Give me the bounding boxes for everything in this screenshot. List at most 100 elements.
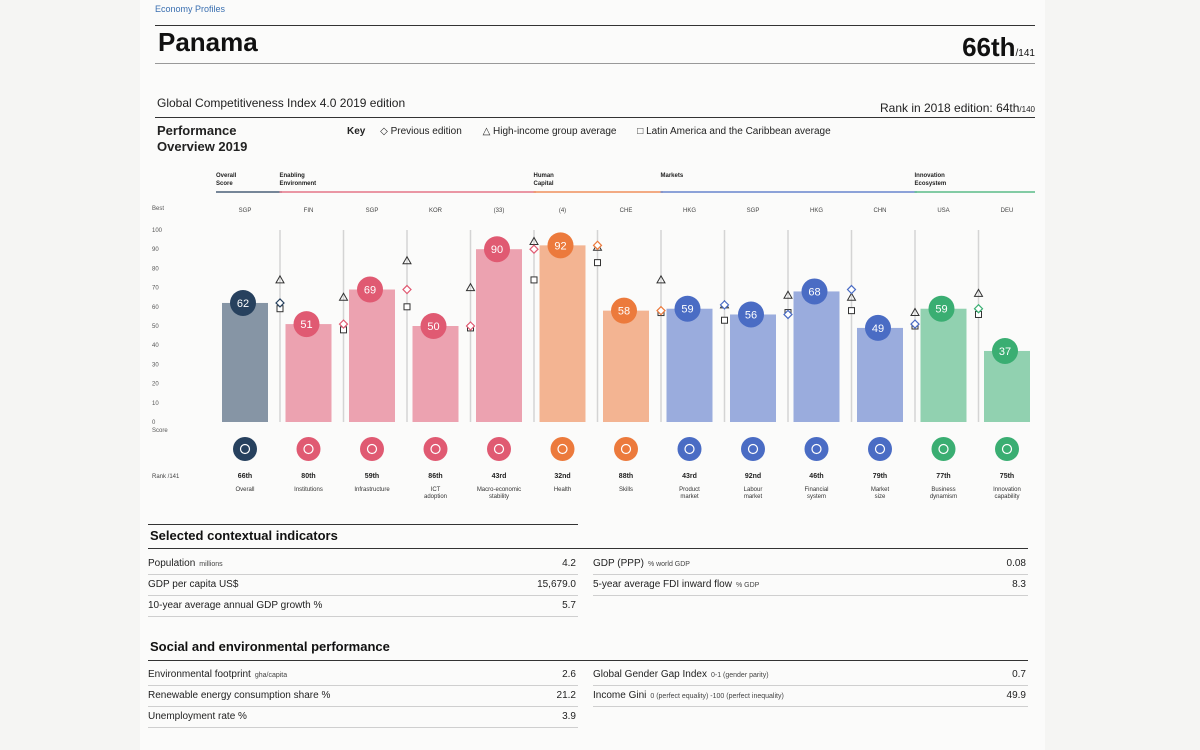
breadcrumb[interactable]: Economy Profiles <box>155 4 226 14</box>
contextual-row: GDP (PPP)% world GDP 0.08 <box>593 554 1028 575</box>
pillar-icon-glyph <box>938 443 949 455</box>
y-axis-bottom-label: Score <box>152 428 168 434</box>
contextual-row: 5-year average FDI inward flow% GDP 8.3 <box>593 575 1028 596</box>
best-economy-label: USA <box>937 208 949 214</box>
y-tick-label: 90 <box>152 247 159 253</box>
triangle-icon: △ <box>482 126 491 137</box>
pillar-rank: 59th <box>365 473 379 480</box>
pillar-rank: 46th <box>809 473 823 480</box>
high-income-marker <box>910 307 920 317</box>
divider <box>155 25 1035 26</box>
pillar-rank: 86th <box>428 473 442 480</box>
group-label: Markets <box>661 173 684 179</box>
score-bubble <box>484 236 510 263</box>
score-bubble <box>293 311 320 338</box>
pillar-icon <box>233 437 257 461</box>
score-value: 37 <box>999 346 1011 358</box>
y-tick-label: 40 <box>152 343 159 349</box>
score-bar <box>666 308 713 422</box>
latam-marker <box>530 276 538 284</box>
key-label: Key <box>347 126 366 137</box>
score-value: 58 <box>618 306 630 318</box>
pillar-rank: 92nd <box>745 473 761 480</box>
score-bar <box>222 302 268 422</box>
group-label: Environment <box>280 181 317 187</box>
best-economy-label: KOR <box>429 208 443 214</box>
pillar-name: market <box>744 494 763 500</box>
divider <box>148 524 578 525</box>
score-value: 69 <box>364 285 376 297</box>
social-value: 21.2 <box>556 690 576 701</box>
score-bar <box>285 324 332 422</box>
contextual-label-text: 5-year average FDI inward flow <box>593 579 732 590</box>
divider <box>155 63 1035 64</box>
rank-label: Rank /141 <box>152 474 180 480</box>
pillar-icon <box>614 437 638 461</box>
group-label: Human <box>534 173 555 179</box>
y-tick-label: 20 <box>152 382 159 388</box>
pillar-rank: 32nd <box>554 473 570 480</box>
pillar-name: adoption <box>424 494 447 500</box>
score-value: 56 <box>745 309 757 321</box>
score-bar <box>793 291 840 422</box>
y-tick-label: 0 <box>152 420 156 426</box>
score-value: 59 <box>935 304 947 316</box>
previous-marker <box>465 321 476 331</box>
group-label: Ecosystem <box>915 181 947 187</box>
divider <box>148 548 1028 549</box>
best-economy-label: DEU <box>1001 208 1014 214</box>
pillar-icon-glyph <box>239 443 251 455</box>
pillar-name: Business <box>931 487 955 493</box>
previous-marker <box>592 240 603 251</box>
group-label: Innovation <box>915 173 946 179</box>
pillar-icon-glyph <box>811 443 822 455</box>
performance-title-line2: Overview 2019 <box>157 139 248 154</box>
group-label: Score <box>216 181 233 187</box>
high-income-marker <box>275 274 285 284</box>
score-bubble <box>801 278 828 305</box>
contextual-label: GDP (PPP)% world GDP <box>593 558 690 569</box>
contextual-unit: % GDP <box>735 582 760 589</box>
contextual-label: 5-year average FDI inward flow% GDP <box>593 579 759 590</box>
pillar-name: Financial <box>804 487 828 493</box>
pillar-name: Innovation <box>993 487 1021 493</box>
key-high-income: △ High-income group average <box>483 126 617 137</box>
contextual-label-text: GDP per capita US$ <box>148 579 239 590</box>
social-label: Income Gini 0 (perfect equality) -100 (pe… <box>593 690 784 701</box>
high-income-marker <box>402 255 412 265</box>
social-value: 49.9 <box>1006 690 1026 701</box>
social-row: Global Gender Gap Index 0-1 (gender parit… <box>593 665 1028 686</box>
contextual-label-text: GDP (PPP) <box>593 558 644 569</box>
pillar-name: Product <box>679 487 700 493</box>
diamond-icon: ◇ <box>380 126 388 137</box>
pillar-icon-glyph <box>620 443 632 455</box>
pillar-rank: 43rd <box>682 473 697 480</box>
social-unit: 0 (perfect equality) -100 (perfect inequ… <box>650 693 784 700</box>
performance-title-line1: Performance <box>157 123 237 138</box>
social-row: Renewable energy consumption share % 21.2 <box>148 686 578 707</box>
score-value: 92 <box>554 240 566 252</box>
social-label: Renewable energy consumption share % <box>148 690 330 701</box>
latam-marker <box>848 307 855 315</box>
square-icon: □ <box>637 126 644 137</box>
performance-title: Performance Overview 2019 <box>157 123 307 155</box>
group-label: Capital <box>534 181 554 187</box>
score-bar <box>476 249 522 422</box>
high-income-marker <box>465 282 476 292</box>
score-value: 62 <box>237 298 249 310</box>
pillar-icon <box>296 437 321 461</box>
group-label: Overall <box>216 173 237 179</box>
pillar-icon <box>550 437 575 461</box>
high-income-marker <box>338 292 349 301</box>
contextual-value: 15,679.0 <box>537 579 576 590</box>
key-previous: ◇ Previous edition <box>380 126 462 137</box>
contextual-label: GDP per capita US$ <box>148 579 238 590</box>
score-value: 50 <box>427 321 439 333</box>
y-tick-label: 50 <box>152 324 159 330</box>
best-economy-label: FIN <box>304 208 314 214</box>
contextual-label: 10-year average annual GDP growth % <box>148 600 322 611</box>
contextual-value: 5.7 <box>562 600 576 611</box>
high-income-marker <box>656 274 666 284</box>
best-economy-label: (4) <box>559 208 566 214</box>
